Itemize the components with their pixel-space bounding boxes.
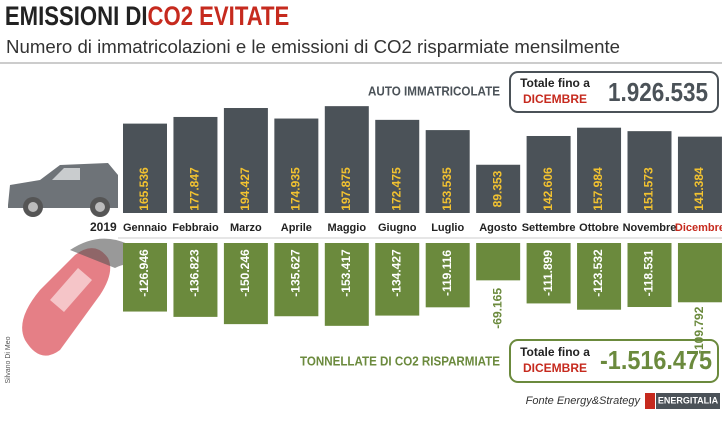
data-label: 174.935	[289, 167, 303, 211]
logo: ENERGITALIA	[658, 395, 719, 405]
chart-title: EMISSIONI DI	[5, 2, 148, 32]
bar	[274, 243, 319, 317]
chart-subtitle: Numero di immatricolazioni e le emission…	[6, 37, 620, 57]
bar	[577, 127, 622, 213]
total-value: -1.516.475	[600, 345, 712, 375]
legend-label: AUTO IMMATRICOLATE	[368, 83, 500, 98]
data-label: 141.384	[692, 167, 706, 211]
data-label: 165.536	[137, 167, 151, 211]
x-tick-label: Giugno	[378, 222, 417, 234]
logo-mark	[645, 393, 655, 409]
bar	[476, 164, 521, 213]
bar	[476, 243, 521, 281]
bar	[223, 243, 268, 325]
x-tick-label: Maggio	[328, 222, 367, 234]
data-label: 142.606	[541, 167, 555, 211]
data-label: 153.535	[440, 167, 454, 211]
total-label: Totale fino a	[520, 76, 590, 90]
data-label: -134.427	[389, 249, 403, 297]
data-label: 197.875	[339, 167, 353, 211]
bar	[577, 243, 622, 310]
source: Fonte Energy&Strategy	[526, 395, 642, 407]
x-tick-label: Aprile	[281, 222, 312, 234]
bar	[274, 118, 319, 213]
bar	[223, 108, 268, 213]
data-label: -118.531	[642, 249, 656, 296]
bar	[425, 130, 470, 213]
year-label: 2019	[90, 220, 117, 234]
bar	[677, 243, 722, 303]
x-tick-label: Marzo	[230, 222, 262, 234]
bar	[123, 243, 167, 312]
data-label: 177.847	[188, 167, 202, 211]
data-label: -119.116	[440, 250, 454, 296]
bar	[324, 106, 369, 213]
data-label: -153.417	[339, 249, 353, 297]
data-label: -111.899	[541, 250, 555, 296]
data-label: -126.946	[137, 249, 151, 297]
bar	[123, 123, 167, 213]
bar	[627, 243, 672, 308]
total-label: Totale fino a	[520, 345, 590, 359]
bar	[526, 243, 571, 304]
data-label: -150.246	[238, 249, 252, 297]
x-tick-label: Novembre	[623, 222, 677, 234]
x-tick-label: Ottobre	[579, 222, 619, 234]
x-tick-label: Dicembre	[675, 222, 722, 234]
data-label: -69.165	[490, 288, 504, 329]
total-box	[509, 71, 719, 113]
data-label: -109.792	[692, 306, 706, 354]
bar	[677, 136, 722, 213]
data-label: 194.427	[238, 167, 252, 211]
credit: Silvano Di Meo	[5, 336, 12, 383]
bar	[627, 131, 672, 213]
x-tick-label: Febbraio	[172, 222, 219, 234]
bar	[375, 243, 420, 316]
total-box	[509, 339, 719, 383]
bar	[526, 135, 571, 213]
data-label: 151.573	[642, 167, 656, 211]
data-label: 157.984	[591, 167, 605, 211]
x-tick-label: Gennaio	[123, 222, 167, 234]
bar	[324, 243, 369, 326]
chart-title-highlight: CO2 EVITATE	[148, 2, 290, 32]
bar	[173, 243, 218, 317]
data-label: -135.627	[289, 249, 303, 297]
total-value: 1.926.535	[608, 77, 708, 107]
x-tick-label: Agosto	[479, 222, 517, 234]
bar	[425, 243, 470, 308]
x-tick-label: Luglio	[431, 222, 464, 234]
data-label: 172.475	[389, 167, 403, 211]
bar	[375, 119, 420, 213]
data-label: -136.823	[188, 249, 202, 297]
total-month: DICEMBRE	[523, 92, 587, 106]
data-label: 89.353	[490, 170, 504, 207]
data-label: -123.532	[591, 249, 605, 297]
legend-label: TONNELLATE DI CO2 RISPARMIATE	[300, 353, 500, 368]
logo-box	[656, 393, 720, 409]
bar	[173, 116, 218, 213]
car-icon	[8, 163, 118, 217]
x-tick-label: Settembre	[522, 222, 576, 234]
total-month: DICEMBRE	[523, 361, 587, 375]
